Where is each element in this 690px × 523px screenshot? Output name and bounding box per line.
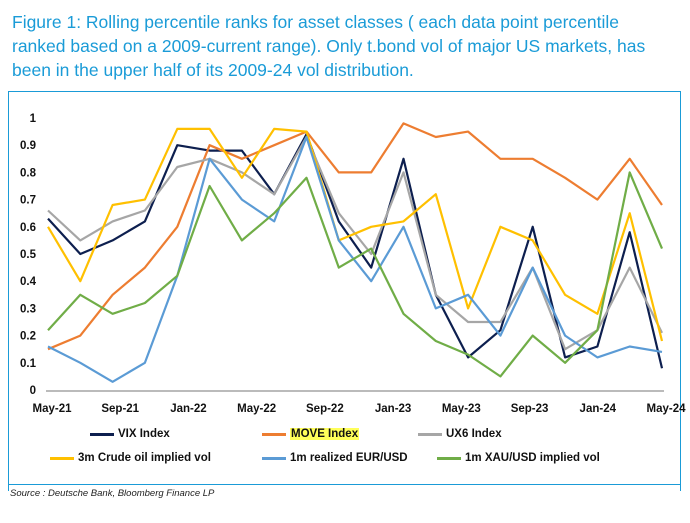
- series-line-move-index: [47, 122, 663, 351]
- legend-swatch-crude: [50, 456, 74, 460]
- y-tick-label: 0.6: [20, 222, 36, 234]
- legend-item-xau: 1m XAU/USD implied vol: [437, 452, 600, 464]
- source-rule: [8, 484, 680, 485]
- legend-item-vix: VIX Index: [90, 428, 170, 440]
- y-tick-label: 0: [30, 385, 36, 397]
- legend-swatch-xau: [437, 456, 461, 460]
- legend-label-ux6: UX6 Index: [446, 428, 502, 440]
- x-tick-label: Sep-23: [511, 403, 549, 415]
- x-tick-label: May-22: [237, 403, 276, 415]
- y-tick-label: 0.9: [20, 140, 36, 152]
- y-tick-label: 0.8: [20, 167, 37, 179]
- legend-swatch-ux6: [418, 432, 442, 436]
- x-tick-label: Jan-23: [375, 403, 411, 415]
- x-tick-label: Jan-22: [170, 403, 206, 415]
- legend-item-eurusd: 1m realized EUR/USD: [262, 452, 408, 464]
- series-line-1m-xau-usd-implied-vol: [47, 171, 664, 378]
- legend-swatch-vix: [90, 432, 114, 436]
- x-tick-label: Jan-24: [580, 403, 617, 415]
- legend-label-move: MOVE Index: [290, 428, 360, 440]
- frame-right-border: [680, 91, 681, 491]
- figure-title: Figure 1: Rolling percentile ranks for a…: [12, 12, 646, 80]
- legend-swatch-move: [262, 432, 286, 436]
- source-note: Source : Deutsche Bank, Bloomberg Financ…: [10, 488, 215, 499]
- legend-label-eurusd: 1m realized EUR/USD: [290, 452, 408, 464]
- series-line-3m-crude-oil-implied-vol: [47, 127, 664, 342]
- series-line-1m-realized-eur-usd: [47, 135, 663, 383]
- legend-label-vix: VIX Index: [118, 428, 170, 440]
- y-tick-label: 0.4: [20, 276, 37, 288]
- x-tick-label: May-24: [647, 403, 687, 415]
- y-tick-label: 0.3: [20, 303, 36, 315]
- x-tick-label: May-21: [33, 403, 73, 415]
- y-tick-label: 0.5: [20, 249, 37, 261]
- legend-label-crude: 3m Crude oil implied vol: [78, 452, 211, 464]
- legend-item-move: MOVE Index: [262, 428, 360, 440]
- series-lines: [47, 122, 664, 383]
- legend-item-crude: 3m Crude oil implied vol: [50, 452, 211, 464]
- y-tick-label: 0.2: [20, 331, 36, 343]
- legend-label-xau: 1m XAU/USD implied vol: [465, 452, 600, 464]
- x-tick-label: Sep-22: [306, 403, 344, 415]
- y-axis-ticks: 0 0.1 0.2 0.3 0.4 0.5 0.6 0.7 0.8 0.9 1: [20, 113, 37, 397]
- legend-item-ux6: UX6 Index: [418, 428, 502, 440]
- series-line-vix-index: [47, 133, 664, 369]
- frame-left-border: [8, 91, 9, 491]
- x-tick-label: May-23: [442, 403, 481, 415]
- y-tick-label: 0.1: [20, 358, 37, 370]
- x-tick-label: Sep-21: [101, 403, 139, 415]
- title-rule: [8, 91, 680, 92]
- x-axis-ticks: May-21 Sep-21 Jan-22 May-22 Sep-22 Jan-23 May-…: [33, 403, 687, 415]
- y-tick-label: 1: [30, 113, 37, 125]
- y-tick-label: 0.7: [20, 195, 36, 207]
- legend-swatch-eurusd: [262, 456, 286, 460]
